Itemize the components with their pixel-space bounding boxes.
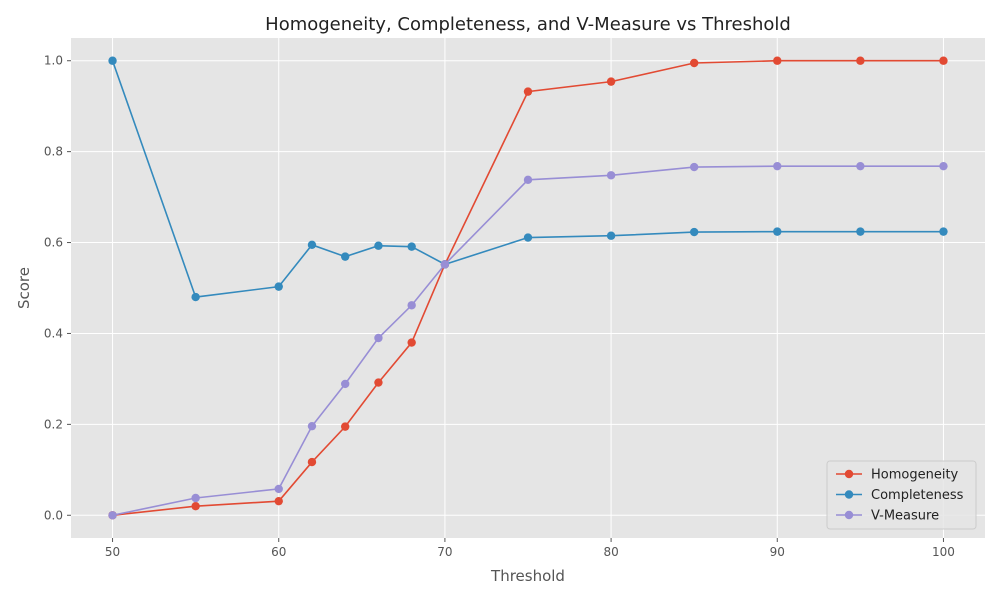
data-point (307, 421, 317, 431)
data-point (341, 422, 350, 431)
y-tick-label: 0.0 (44, 508, 63, 522)
data-point (856, 161, 865, 171)
data-point (341, 379, 350, 389)
legend-marker (844, 510, 854, 520)
data-point (407, 242, 416, 251)
data-point (939, 227, 948, 236)
legend-item: Homogeneity (836, 468, 959, 483)
data-point (689, 162, 699, 172)
x-tick-label: 90 (770, 545, 785, 559)
legend-label: V-Measure (871, 509, 939, 524)
data-point (773, 161, 782, 171)
data-point (856, 56, 865, 65)
data-point (523, 175, 533, 185)
series-line (112, 59, 944, 517)
legend-box (826, 460, 977, 530)
y-tick-label: 0.6 (44, 236, 63, 250)
plot-area (71, 38, 985, 538)
legend-item: Completeness (836, 488, 964, 503)
data-point (374, 333, 383, 343)
axis-ticks: 50 60 70 80 90 100 0.0 0.2 0.4 0.6 0.8 1.0 (44, 54, 955, 559)
x-axis-label: Threshold (490, 567, 565, 585)
legend-label: Homogeneity (871, 468, 959, 483)
series-v-measure (108, 161, 948, 520)
data-point (274, 282, 283, 291)
data-point (606, 77, 616, 86)
x-tick-label: 70 (437, 545, 452, 559)
data-point (606, 171, 616, 180)
data-point (689, 58, 699, 68)
legend-item: V-Measure (836, 509, 939, 524)
data-point (307, 457, 317, 467)
legend-label: Completeness (871, 488, 964, 503)
y-tick-label: 0.4 (44, 326, 63, 340)
data-point (773, 56, 782, 65)
legend-marker (844, 490, 854, 499)
data-point (523, 233, 533, 242)
data-point (374, 241, 383, 250)
data-point (274, 496, 283, 506)
data-point (939, 56, 948, 65)
y-tick-label: 0.2 (44, 417, 63, 431)
x-tick-label: 80 (603, 545, 618, 559)
data-point (440, 260, 450, 269)
data-point (341, 252, 350, 261)
data-point (307, 240, 317, 250)
data-point (374, 378, 383, 387)
data-point (274, 484, 283, 494)
data-point (856, 227, 865, 236)
series-line (111, 60, 944, 298)
data-point (108, 511, 117, 520)
data-point (773, 227, 782, 236)
data-point (407, 301, 416, 310)
y-tick-label: 1.0 (44, 54, 63, 68)
data-point (191, 501, 200, 511)
series-line (112, 165, 944, 517)
data-point (523, 87, 533, 96)
y-tick-label: 0.8 (44, 145, 63, 159)
series-completeness (108, 56, 948, 302)
x-tick-label: 100 (932, 545, 955, 559)
series-lines (108, 56, 948, 520)
data-point (191, 493, 200, 503)
chart-title: Homogeneity, Completeness, and V-Measure… (265, 14, 791, 35)
x-tick-label: 60 (271, 545, 286, 559)
y-axis-label: Score (15, 267, 33, 309)
data-point (191, 292, 200, 302)
legend-marker (844, 469, 854, 479)
x-tick-label: 50 (105, 545, 120, 559)
data-point (939, 161, 948, 171)
data-point (407, 338, 416, 347)
data-point (108, 56, 117, 65)
legend: Homogeneity Completeness V-Measure (826, 460, 977, 530)
data-point (689, 227, 699, 237)
data-point (606, 231, 616, 240)
